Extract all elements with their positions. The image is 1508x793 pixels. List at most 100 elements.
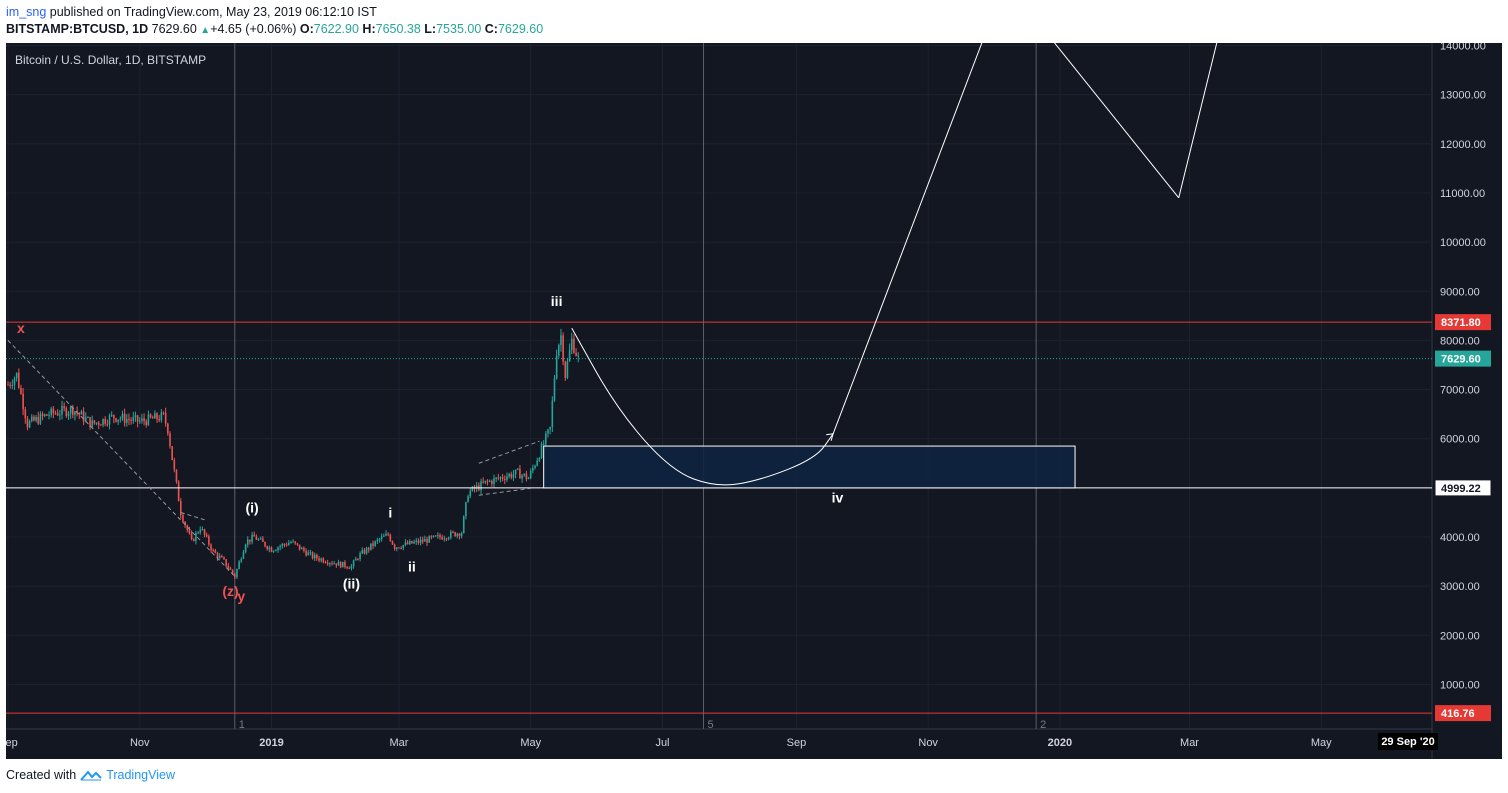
candle-body	[154, 413, 156, 419]
candle-body	[238, 561, 240, 570]
open-label: O:	[299, 22, 314, 36]
tradingview-link[interactable]: TradingView	[106, 768, 175, 782]
candle-body	[499, 477, 502, 479]
candle-body	[428, 536, 430, 543]
candle-body	[13, 378, 16, 385]
candle-body	[424, 539, 426, 542]
candle-body	[175, 469, 178, 482]
candle-body	[357, 558, 359, 560]
last-price: 7629.60	[151, 22, 197, 36]
candle-body	[318, 558, 320, 561]
time-tick-label: May	[520, 737, 541, 749]
candle-body	[264, 541, 266, 547]
candle-body	[147, 414, 150, 426]
candle-body	[501, 477, 504, 479]
candle-body	[151, 417, 154, 419]
price-tag-label: 4999.22	[1441, 483, 1481, 495]
candle-body	[458, 533, 461, 537]
candle-body	[452, 531, 454, 533]
candle-body	[562, 335, 564, 362]
price-tag-bg	[1434, 479, 1492, 497]
candle-body	[450, 531, 452, 538]
price-chart[interactable]: 14000.0013000.0012000.0011000.0010000.00…	[6, 43, 1502, 759]
candle-body	[173, 459, 176, 470]
wave-label: y	[237, 588, 245, 604]
candle-body	[408, 540, 411, 545]
candle-body	[389, 534, 392, 542]
candle-body	[270, 547, 273, 552]
candle-body	[141, 418, 143, 421]
price-tick-label: 11000.00	[1440, 188, 1485, 200]
projection-line[interactable]	[832, 43, 986, 434]
projection-line[interactable]	[1178, 43, 1220, 198]
price-tick-label: 9000.00	[1440, 286, 1480, 298]
candle-body	[39, 413, 42, 424]
candle-body	[100, 424, 102, 426]
candle-body	[156, 413, 158, 420]
candle-body	[145, 421, 148, 426]
crosshair-date-label: 29 Sep '20	[1381, 736, 1434, 748]
candle-body	[326, 562, 329, 564]
candle-body	[432, 535, 435, 538]
candle-body	[519, 468, 521, 479]
candle-body	[244, 544, 247, 553]
price-tick-label: 1000.00	[1440, 679, 1480, 691]
high-label: H:	[362, 22, 376, 36]
candle-body	[203, 529, 206, 535]
candle-body	[87, 417, 89, 419]
time-tick-label: May	[1311, 737, 1332, 749]
candle-body	[246, 539, 249, 545]
candle-body	[26, 418, 29, 428]
candle-body	[378, 539, 381, 541]
candle-body	[249, 539, 251, 542]
candle-body	[143, 418, 145, 422]
candle-body	[529, 470, 532, 479]
candle-body	[560, 335, 562, 345]
candle-body	[283, 544, 286, 546]
candle-body	[46, 414, 48, 416]
price-tag-label: 416.76	[1441, 708, 1475, 720]
candle-body	[313, 554, 316, 559]
candle-body	[288, 542, 290, 546]
projection-curve[interactable]	[571, 327, 834, 486]
author-link[interactable]: im_sng	[6, 5, 47, 19]
candle-body	[177, 481, 180, 502]
candle-body	[221, 556, 223, 558]
candle-body	[525, 473, 528, 479]
candle-body	[210, 544, 212, 551]
candle-body	[417, 540, 420, 543]
candle-body	[462, 516, 465, 534]
candle-body	[523, 473, 526, 476]
price-tag-bg	[1435, 350, 1491, 367]
candle-body	[184, 521, 186, 526]
candle-body	[74, 411, 76, 415]
support-zone-rect[interactable]	[543, 445, 1076, 489]
candle-body	[322, 558, 325, 563]
candle-body	[290, 541, 292, 543]
candle-body	[266, 546, 268, 550]
candle-body	[272, 550, 275, 552]
time-tick-label: 2019	[259, 737, 283, 749]
time-tick-label: Nov	[918, 737, 938, 749]
candle-body	[434, 535, 437, 537]
candle-body	[534, 465, 536, 468]
candle-body	[337, 561, 340, 566]
candle-body	[180, 501, 182, 516]
candle-body	[121, 413, 124, 419]
candle-body	[268, 547, 271, 550]
projection-line[interactable]	[1045, 43, 1180, 199]
candle-body	[510, 473, 513, 478]
candle-body	[391, 541, 394, 545]
candle-body	[374, 541, 376, 546]
candle-body	[132, 417, 135, 421]
candle-body	[192, 538, 195, 542]
candle-body	[199, 529, 202, 533]
candle-body	[119, 418, 122, 420]
candle-body	[361, 550, 364, 554]
time-tick-label: Sep	[787, 737, 807, 749]
candle-body	[164, 412, 167, 424]
candle-body	[346, 566, 348, 568]
price-tick-label: 14000.00	[1440, 43, 1486, 53]
candle-body	[134, 415, 137, 418]
wave-label: i	[388, 504, 392, 520]
